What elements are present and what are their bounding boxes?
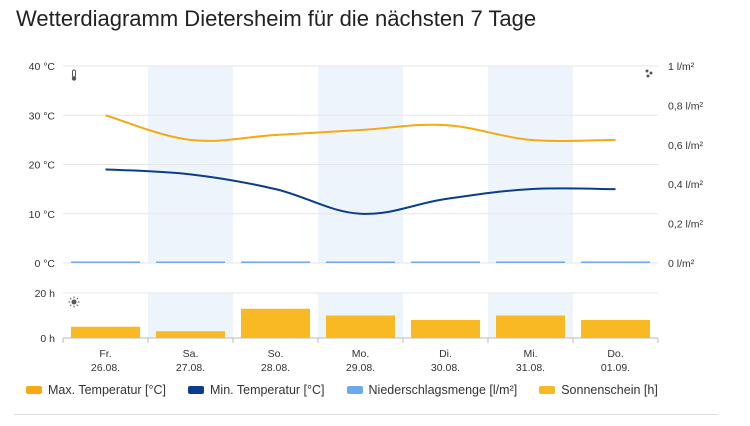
y-tick-label-sun: 0 h [40,333,55,345]
y-tick-label-temp: 0 °C [34,258,55,270]
sunshine-bars [71,308,650,338]
thermometer-bulb [71,76,77,81]
sunshine-bar [156,331,225,338]
x-tick-label-date: 29.08. [346,362,375,374]
raindrop [649,71,653,75]
thermometer-tube [72,69,76,78]
legend-item-max-temp[interactable]: Max. Temperatur [°C] [26,383,166,397]
sunshine-bar [496,315,565,338]
x-tick-label-day: Di. [439,348,452,360]
y-tick-label-precip: 0 l/m² [668,258,695,270]
x-tick-label-day: Do. [607,348,623,360]
legend-item-sunshine[interactable]: Sonnenschein [h] [539,383,658,397]
x-tick-label-day: Fr. [99,348,111,360]
raindrop [645,69,649,73]
legend-item-precip[interactable]: Niederschlagsmenge [l/m²] [346,383,518,397]
x-axis-labels: Fr. 26.08. Sa. 27.08. So. 28.08. Mo. 29.08. Di. 3… [62,337,659,374]
sunshine-axis: 0 h 20 h [35,288,56,345]
sun-ray [76,304,79,307]
y-tick-label-temp: 20 °C [29,160,56,172]
y-tick-label-sun: 20 h [35,288,56,300]
precip-bar [71,261,140,263]
min-temp-line [105,168,616,215]
sun-core [71,299,77,305]
y-tick-label-precip: 0,2 l/m² [668,219,704,231]
x-tick-label-day: Sa. [183,348,199,360]
thermometer-icon [71,69,77,81]
y-tick-label-temp: 10 °C [29,209,56,221]
y-tick-label-precip: 0,4 l/m² [668,179,704,191]
column-band-lower [148,293,233,338]
precip-bar [156,261,225,263]
precip-bar [496,261,565,263]
raindrop [646,74,650,78]
x-tick-label-date: 01.09. [601,362,630,374]
legend-label-precip: Niederschlagsmenge [l/m²] [368,383,518,397]
legend-label-max-temp: Max. Temperatur [°C] [48,383,166,397]
x-tick-label-date: 30.08. [431,362,460,374]
legend: Max. Temperatur [°C] Min. Temperatur [°C… [26,383,658,397]
x-tick-label-day: So. [268,348,284,360]
sun-ray [69,297,72,300]
x-tick-label-day: Mi. [524,348,538,360]
x-tick-label-day: Mo. [352,348,370,360]
precipitation-axis: 0 l/m² 0,2 l/m² 0,4 l/m² 0,6 l/m² 0,8 l/m² 1 … [668,61,704,270]
y-tick-label-precip: 1 l/m² [668,61,695,73]
y-tick-label-temp: 40 °C [29,61,56,73]
precip-bar [326,261,395,263]
sunshine-bar [326,315,395,338]
weekend-bands [148,66,573,338]
legend-swatch-precip [346,386,363,394]
bottom-divider [14,414,718,415]
precip-bar [411,261,480,263]
sun-ray [76,297,79,300]
raindrops-icon [645,69,653,78]
sunshine-bar [411,320,480,338]
temperature-axis: 0 °C 10 °C 20 °C 30 °C 40 °C [29,61,56,270]
legend-label-min-temp: Min. Temperatur [°C] [210,383,325,397]
sunshine-bar [581,320,650,338]
x-tick-label-date: 28.08. [261,362,290,374]
precipitation-bars [71,261,650,263]
legend-swatch-max-temp [26,386,42,394]
sun-icon [68,296,80,308]
legend-swatch-min-temp [188,386,204,394]
y-tick-label-precip: 0,6 l/m² [668,140,704,152]
legend-item-min-temp[interactable]: Min. Temperatur [°C] [188,383,325,397]
x-tick-label-date: 27.08. [176,362,205,374]
x-tick-label-date: 26.08. [91,362,120,374]
sunshine-bar [71,326,140,338]
axis-icons [68,69,653,308]
precip-bar [581,261,650,263]
sunshine-bar [241,308,310,338]
x-tick-label-date: 31.08. [516,362,545,374]
precip-bar [241,261,310,263]
y-tick-label-temp: 30 °C [29,110,56,122]
temperature-lines [105,114,616,215]
page-title: Wetterdiagramm Dietersheim für die nächs… [16,6,537,31]
y-tick-label-precip: 0,8 l/m² [668,100,704,112]
legend-swatch-sunshine [539,386,556,394]
sun-ray [69,304,72,307]
max-temp-line [105,114,616,143]
legend-label-sunshine: Sonnenschein [h] [561,383,658,397]
